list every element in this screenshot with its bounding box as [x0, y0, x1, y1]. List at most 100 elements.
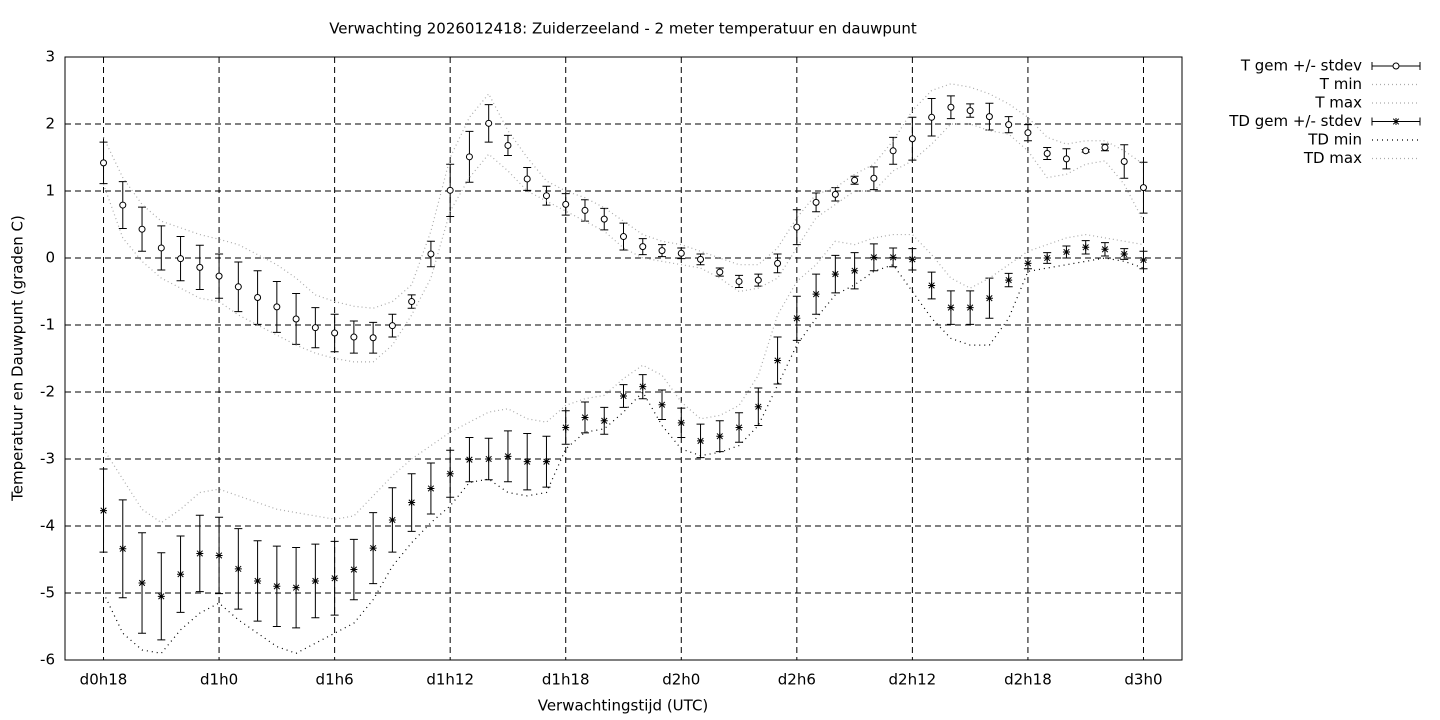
point-marker — [157, 592, 165, 600]
point-marker — [1120, 158, 1128, 166]
point-marker — [485, 455, 493, 463]
point-marker — [196, 549, 204, 557]
point-marker — [928, 281, 936, 289]
point-marker — [350, 566, 358, 574]
legend-swatch — [1392, 118, 1400, 125]
point-marker — [273, 303, 281, 311]
point-marker — [1120, 250, 1128, 258]
point-marker — [966, 107, 974, 115]
x-tick-label: d1h18 — [542, 671, 590, 689]
point-marker — [138, 225, 146, 233]
y-tick-label: 0 — [45, 249, 55, 267]
point-marker — [774, 357, 782, 365]
point-marker — [523, 175, 531, 183]
point-marker — [446, 470, 454, 478]
point-marker — [1082, 147, 1090, 155]
legend-label: TD gem +/- stdev — [1228, 112, 1362, 130]
point-marker — [889, 253, 897, 261]
point-marker — [562, 424, 570, 432]
point-marker — [138, 579, 146, 587]
point-marker — [889, 147, 897, 155]
point-marker — [774, 259, 782, 267]
point-marker — [870, 253, 878, 261]
legend-label: TD min — [1307, 131, 1362, 149]
y-tick-label: -3 — [40, 450, 55, 468]
point-marker — [1062, 155, 1070, 163]
point-marker — [408, 499, 416, 507]
point-marker — [697, 437, 705, 445]
point-marker — [1101, 143, 1109, 151]
point-marker — [523, 458, 531, 466]
y-tick-label: -5 — [40, 584, 55, 602]
point-marker — [504, 141, 512, 149]
legend-label: TD max — [1303, 149, 1362, 167]
point-marker — [100, 159, 108, 167]
point-marker — [716, 268, 724, 276]
point-marker — [504, 452, 512, 460]
point-marker — [658, 401, 666, 409]
point-marker — [542, 192, 550, 200]
point-marker — [119, 545, 127, 553]
point-marker — [928, 113, 936, 121]
chart-title: Verwachting 2026012418: Zuiderzeeland - … — [329, 20, 917, 38]
point-marker — [1139, 184, 1147, 192]
point-marker — [793, 223, 801, 231]
x-axis-label: Verwachtingstijd (UTC) — [538, 697, 709, 715]
point-marker — [350, 333, 358, 341]
point-marker — [735, 424, 743, 432]
point-marker — [157, 244, 165, 252]
point-marker — [1043, 149, 1051, 157]
point-marker — [581, 206, 589, 214]
point-marker — [1024, 259, 1032, 267]
point-marker — [292, 315, 300, 323]
point-marker — [215, 272, 223, 280]
point-marker — [465, 456, 473, 464]
point-marker — [1005, 276, 1013, 284]
point-marker — [311, 577, 319, 585]
point-marker — [177, 570, 185, 578]
x-tick-label: d1h0 — [200, 671, 238, 689]
point-marker — [331, 574, 339, 582]
y-tick-label: -2 — [40, 383, 55, 401]
point-marker — [292, 584, 300, 592]
point-marker — [812, 198, 820, 206]
point-marker — [1062, 248, 1070, 256]
point-marker — [985, 294, 993, 302]
point-marker — [581, 413, 589, 421]
y-tick-label: -1 — [40, 316, 55, 334]
y-axis-label: Temperatuur en Dauwpunt (graden C) — [9, 215, 27, 502]
x-tick-label: d1h12 — [426, 671, 474, 689]
point-marker — [196, 263, 204, 271]
point-marker — [600, 215, 608, 223]
point-marker — [851, 176, 859, 184]
point-marker — [620, 233, 627, 241]
y-tick-label: -4 — [40, 517, 55, 535]
point-marker — [1139, 256, 1147, 264]
point-marker — [331, 329, 339, 337]
point-marker — [639, 383, 647, 391]
point-marker — [793, 314, 801, 322]
point-marker — [542, 458, 550, 466]
point-marker — [427, 250, 435, 258]
point-marker — [716, 432, 724, 440]
point-marker — [1101, 245, 1109, 253]
point-marker — [639, 243, 647, 251]
point-marker — [388, 516, 396, 524]
point-marker — [754, 403, 762, 411]
point-marker — [677, 419, 685, 427]
x-tick-label: d2h12 — [889, 671, 937, 689]
y-tick-label: 3 — [45, 48, 55, 66]
point-marker — [966, 304, 974, 312]
point-marker — [754, 276, 762, 284]
point-marker — [369, 544, 377, 552]
point-marker — [985, 113, 993, 121]
point-marker — [735, 277, 743, 285]
y-tick-label: 1 — [45, 182, 55, 200]
point-marker — [1043, 254, 1051, 262]
series-line — [103, 233, 1144, 524]
point-marker — [408, 298, 416, 306]
legend-label: T gem +/- stdev — [1240, 57, 1362, 75]
series-line — [102, 257, 1144, 654]
x-tick-label: d0h18 — [80, 671, 128, 689]
